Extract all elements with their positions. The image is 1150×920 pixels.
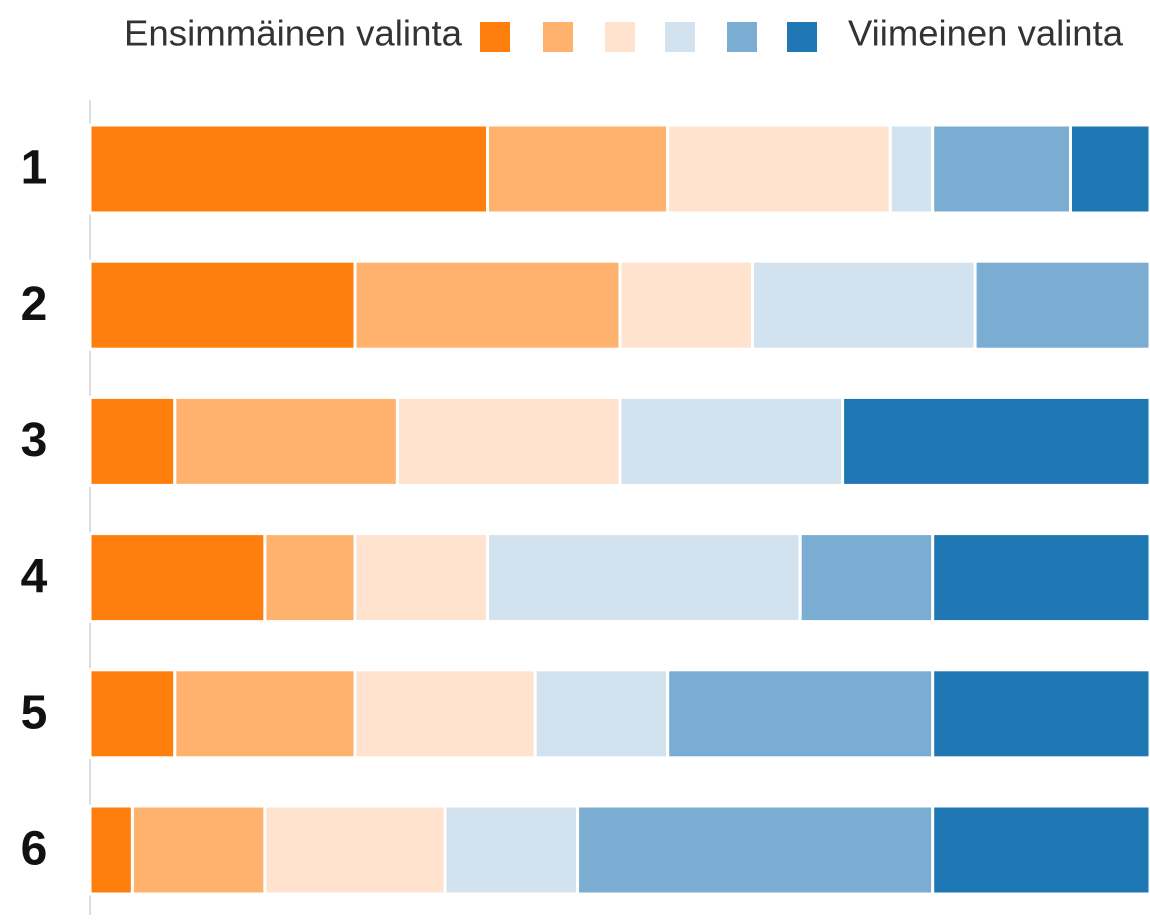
category-label: 3 bbox=[21, 414, 48, 467]
bar-segment bbox=[263, 804, 447, 896]
bar-segment bbox=[931, 804, 1150, 896]
bar-segment bbox=[576, 804, 935, 896]
bar-segment bbox=[263, 532, 357, 624]
legend-start: Ensimmäinen valinta bbox=[124, 13, 463, 54]
bar-segment bbox=[88, 123, 489, 215]
bar-segment bbox=[751, 259, 977, 351]
bar-segment bbox=[618, 395, 845, 487]
bar-segment bbox=[931, 532, 1150, 624]
bar-segment bbox=[1069, 123, 1150, 215]
bar-segment bbox=[88, 804, 134, 896]
bar-segment bbox=[533, 668, 670, 760]
bar-segment bbox=[666, 668, 935, 760]
bar-segment bbox=[973, 259, 1150, 351]
bar-segment bbox=[173, 668, 357, 760]
category-label: 2 bbox=[21, 278, 48, 331]
legend-swatch bbox=[543, 22, 573, 52]
bar-segment bbox=[888, 123, 935, 215]
bar-segment bbox=[353, 668, 537, 760]
bar-segment bbox=[353, 259, 622, 351]
category-label: 1 bbox=[21, 142, 48, 195]
bar-segment bbox=[666, 123, 892, 215]
category-label: 6 bbox=[21, 823, 48, 876]
bar-segment bbox=[353, 532, 489, 624]
legend-swatch bbox=[480, 22, 510, 52]
bar-segment bbox=[130, 804, 267, 896]
legend-swatch bbox=[665, 22, 695, 52]
bar-segment bbox=[841, 395, 1150, 487]
bar-segment bbox=[931, 123, 1073, 215]
legend-swatch bbox=[727, 22, 757, 52]
bar-segment bbox=[618, 259, 754, 351]
bar-segment bbox=[798, 532, 935, 624]
bar-segment bbox=[443, 804, 580, 896]
bar-segment bbox=[88, 259, 357, 351]
bar-segment bbox=[931, 668, 1150, 760]
bar-segment bbox=[173, 395, 399, 487]
category-label: 5 bbox=[21, 686, 48, 739]
bar-segment bbox=[88, 395, 177, 487]
bar-segment bbox=[486, 123, 670, 215]
bar-segment bbox=[88, 668, 177, 760]
bar-segment bbox=[88, 532, 267, 624]
bar-segment bbox=[486, 532, 802, 624]
legend-swatch bbox=[605, 22, 635, 52]
legend-swatch bbox=[787, 22, 817, 52]
legend-end: Viimeinen valinta bbox=[848, 13, 1124, 54]
category-label: 4 bbox=[21, 550, 48, 603]
bar-segment bbox=[395, 395, 622, 487]
